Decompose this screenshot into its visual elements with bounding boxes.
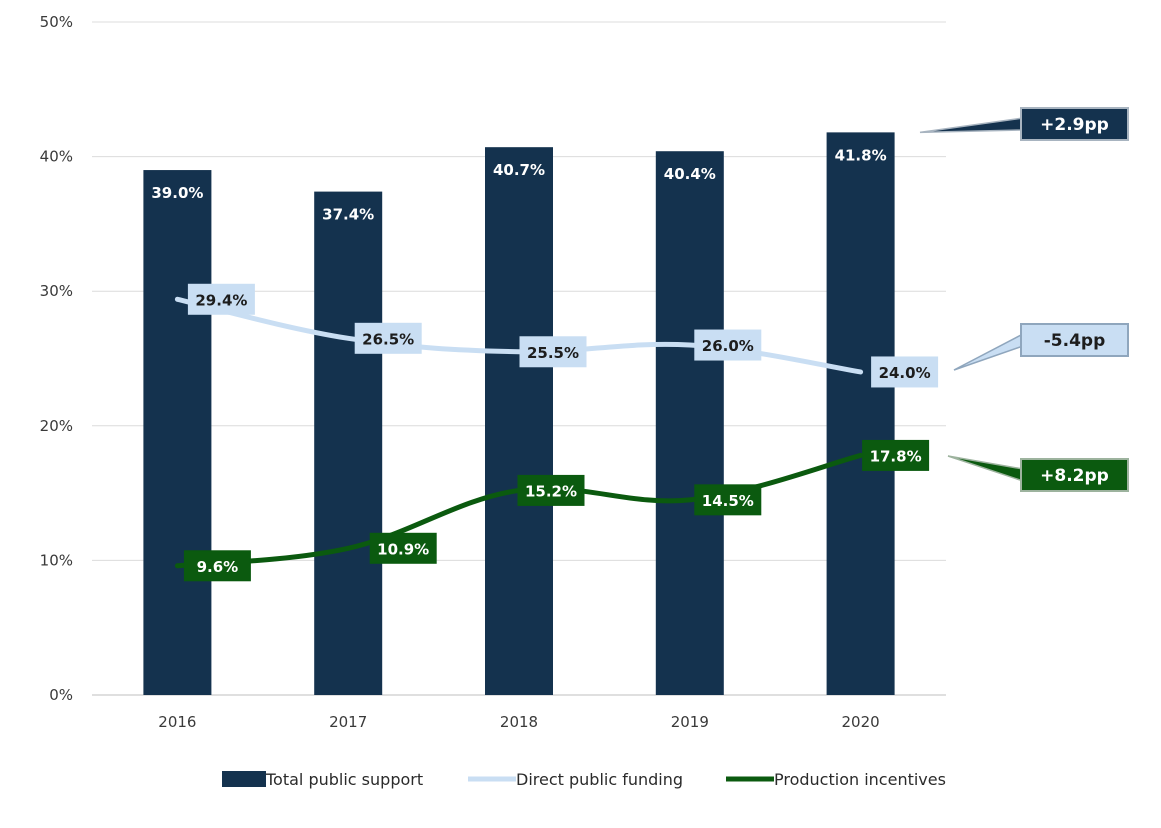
x-axis: 2016 2017 2018 2019 2020 xyxy=(158,713,879,731)
line-data-label: 26.5% xyxy=(362,330,414,348)
x-tick-label: 2019 xyxy=(671,713,709,731)
line-label-box xyxy=(183,550,251,582)
line-label-box xyxy=(519,336,587,368)
y-tick-label: 0% xyxy=(49,686,73,704)
change-label: +8.2pp xyxy=(1040,466,1109,486)
x-tick-label: 2017 xyxy=(329,713,367,731)
x-tick-label: 2016 xyxy=(158,713,196,731)
y-tick-label: 40% xyxy=(40,148,73,166)
line-data-label: 9.6% xyxy=(197,558,239,576)
change-label: +2.9pp xyxy=(1040,115,1109,135)
bar-data-label: 39.0% xyxy=(151,184,203,202)
line-data-label: 10.9% xyxy=(377,540,429,558)
line-data-label: 15.2% xyxy=(525,482,577,500)
line-label-box xyxy=(862,439,930,471)
y-tick-label: 10% xyxy=(40,551,73,569)
change-callouts: +2.9pp -5.4pp +8.2pp xyxy=(919,107,1129,492)
callout-box xyxy=(1020,458,1129,492)
y-tick-label: 50% xyxy=(40,13,73,31)
bar-data-label: 40.7% xyxy=(493,161,545,179)
legend: Total public support Direct public fundin… xyxy=(222,770,946,789)
bar xyxy=(826,132,895,695)
legend-swatch-bar xyxy=(222,771,266,787)
line-data-label: 14.5% xyxy=(702,492,754,510)
callout-box xyxy=(1020,107,1129,141)
y-tick-label: 30% xyxy=(40,282,73,300)
line-label-box xyxy=(354,322,422,354)
bar xyxy=(314,191,383,695)
legend-label: Production incentives xyxy=(774,770,946,789)
bar-data-label: 37.4% xyxy=(322,206,374,224)
bar-data-label: 40.4% xyxy=(664,165,716,183)
callout-pointer xyxy=(947,455,1024,483)
y-tick-label: 20% xyxy=(40,417,73,435)
bar xyxy=(143,170,212,695)
callout-pointer xyxy=(919,117,1024,134)
line-label-box xyxy=(694,329,762,361)
line-label-box xyxy=(694,484,762,516)
bar xyxy=(485,147,553,696)
y-axis: 0% 10% 20% 30% 40% 50% xyxy=(40,13,73,704)
callout-pointer xyxy=(953,332,1024,371)
legend-label: Total public support xyxy=(265,770,423,789)
bar xyxy=(655,151,724,695)
line-label-box xyxy=(517,474,585,506)
line-data-label: 29.4% xyxy=(195,291,247,309)
line-label-box xyxy=(187,283,255,315)
line-data-label: 17.8% xyxy=(870,447,922,465)
legend-label: Direct public funding xyxy=(516,770,683,789)
bar-series: 39.0% 37.4% 40.7% 40.4% 41.8% xyxy=(143,132,895,696)
bar-data-label: 41.8% xyxy=(835,146,887,164)
change-label: -5.4pp xyxy=(1044,331,1106,351)
callout-box xyxy=(1020,323,1129,357)
line-data-label: 25.5% xyxy=(527,344,579,362)
line-label-box xyxy=(871,356,939,388)
x-tick-label: 2018 xyxy=(500,713,538,731)
line-series: 29.4% 26.5% 25.5% 26.0% 24.0% 9.6% 10.9% 15.2% 1… xyxy=(174,283,939,582)
line-label-box xyxy=(369,532,437,564)
line-data-label: 24.0% xyxy=(879,364,931,382)
x-tick-label: 2020 xyxy=(842,713,880,731)
line-data-label: 26.0% xyxy=(702,337,754,355)
